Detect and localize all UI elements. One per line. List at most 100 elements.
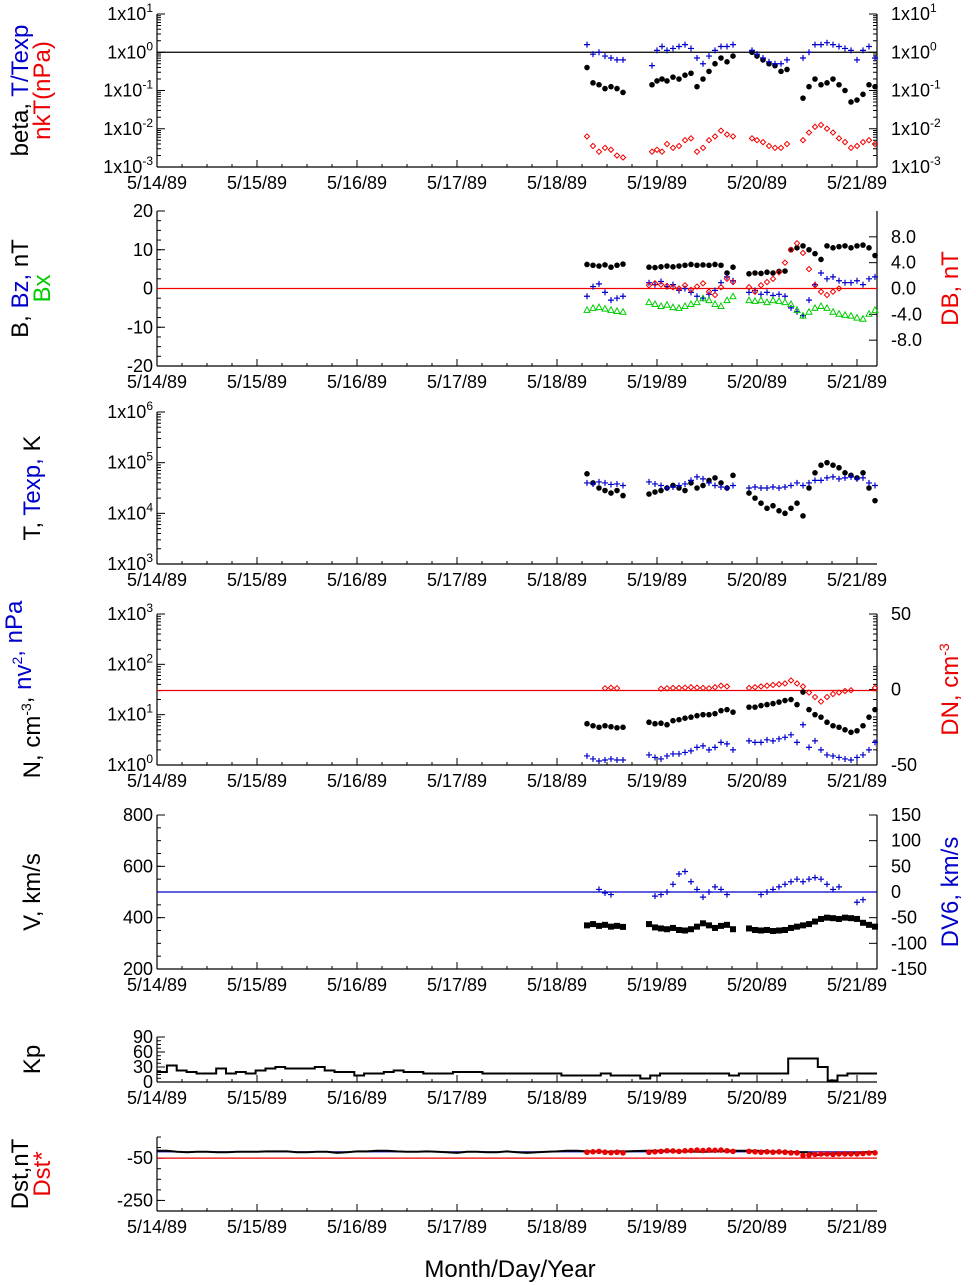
x-tick-label: 5/19/89 [627, 975, 687, 995]
data-point [799, 136, 807, 144]
y-tick-label: 1x104 [107, 500, 153, 523]
data-point [782, 926, 788, 933]
data-point [602, 289, 608, 296]
x-tick-label: 5/18/89 [527, 771, 587, 791]
data-point [706, 68, 712, 75]
y-tick-label: 1x101 [107, 1, 153, 24]
data-point [688, 714, 694, 720]
data-point [664, 752, 670, 759]
data-point [694, 485, 700, 491]
data-point [764, 736, 770, 743]
data-point [836, 464, 842, 471]
data-point [652, 924, 658, 931]
data-point [717, 682, 725, 690]
x-tick-label: 5/15/89 [227, 771, 287, 791]
x-tick-label: 5/18/89 [527, 570, 587, 590]
data-point [706, 889, 712, 895]
data-point [872, 706, 878, 713]
data-point [705, 296, 713, 304]
data-point [781, 298, 789, 306]
data-point [688, 70, 694, 77]
y-axis-title: beta, T/Texp [7, 25, 34, 157]
data-point [676, 716, 682, 723]
data-point [854, 277, 860, 284]
data-point [753, 136, 761, 144]
data-point [658, 755, 664, 762]
data-point [614, 1149, 620, 1156]
y-axis-title: Dst* [29, 1151, 56, 1196]
data-point [718, 922, 724, 929]
x-tick-label: 5/19/89 [627, 173, 687, 193]
data-point [645, 298, 653, 306]
data-point [824, 914, 830, 921]
data-point [854, 915, 860, 922]
data-point [712, 883, 718, 890]
data-point [860, 470, 866, 476]
data-point [590, 722, 596, 729]
x-tick-label: 5/17/89 [427, 1088, 487, 1108]
y-tick-label: 30 [133, 1057, 153, 1077]
data-point [646, 1149, 652, 1156]
data-point [730, 926, 736, 933]
data-point [787, 677, 795, 684]
data-point [688, 926, 694, 933]
data-point [608, 723, 614, 730]
data-point [712, 1147, 718, 1154]
data-point [787, 246, 795, 254]
data-point [746, 485, 752, 491]
y-tick-label: 1x101 [107, 702, 153, 725]
data-point [830, 886, 836, 893]
panel-beta: 5/14/89 5/15/89 5/16/89 5/17/89 5/18/89 5/19/… [7, 1, 941, 193]
data-point [730, 1148, 736, 1155]
data-point [811, 123, 819, 131]
data-point [596, 724, 602, 731]
data-point [781, 680, 789, 687]
y-right-tick-label: -8.0 [891, 330, 922, 350]
data-point [854, 754, 860, 761]
x-tick-label: 5/20/89 [727, 570, 787, 590]
x-tick-label: 5/15/89 [227, 570, 287, 590]
data-point [824, 881, 830, 888]
data-point [712, 60, 718, 67]
data-point [724, 706, 730, 713]
data-point [584, 471, 590, 477]
data-point [830, 245, 836, 251]
data-point [608, 1149, 614, 1156]
data-point [682, 72, 688, 78]
x-tick-label: 5/19/89 [627, 1217, 687, 1237]
data-point [669, 303, 677, 311]
data-point [817, 301, 825, 309]
x-tick-label: 5/15/89 [227, 1088, 287, 1108]
data-point [590, 921, 596, 928]
data-point [823, 291, 831, 299]
data-point [752, 495, 758, 501]
data-point [866, 746, 872, 753]
data-point [601, 144, 609, 152]
data-point [848, 99, 854, 105]
data-point [724, 921, 730, 928]
data-point [860, 919, 866, 926]
x-tick-label: 5/14/89 [127, 1088, 187, 1108]
x-tick-label: 5/19/89 [627, 372, 687, 392]
data-point [646, 264, 652, 270]
data-point [770, 886, 776, 893]
data-point [724, 891, 730, 898]
data-point [758, 485, 764, 491]
data-point [682, 927, 688, 934]
data-point [676, 482, 682, 489]
x-tick-label: 5/20/89 [727, 372, 787, 392]
data-point [658, 482, 664, 489]
data-point [800, 1152, 806, 1159]
data-point [711, 683, 719, 691]
data-point [836, 81, 842, 88]
x-tick-label: 5/21/89 [827, 1088, 887, 1108]
data-point [620, 492, 626, 499]
x-tick-label: 5/19/89 [627, 1088, 687, 1108]
data-point [687, 299, 695, 307]
data-point [842, 45, 848, 52]
data-point [776, 291, 782, 298]
data-point [805, 307, 813, 315]
data-point [787, 299, 795, 307]
data-point [806, 479, 812, 486]
data-point [824, 719, 830, 726]
